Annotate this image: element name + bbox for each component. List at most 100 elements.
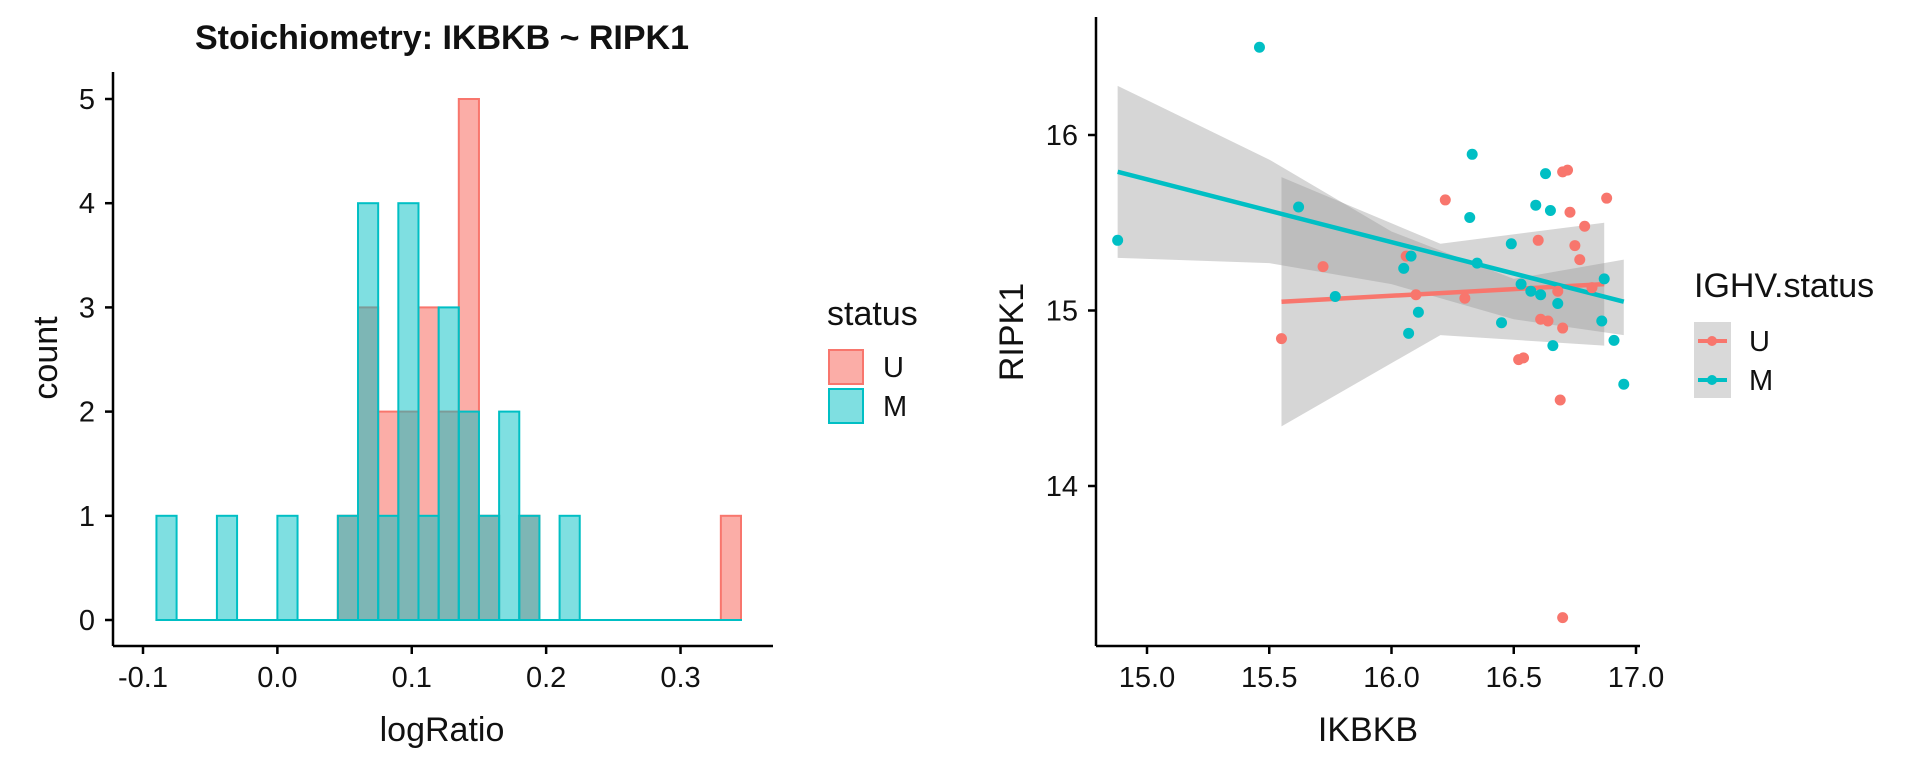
point-M-11 — [1496, 317, 1508, 329]
point-M-18 — [1544, 204, 1556, 216]
x-tick-label: 15.5 — [1241, 662, 1297, 694]
x-tick-label: 0.2 — [526, 662, 566, 694]
point-M-9 — [1466, 148, 1478, 160]
point-M-8 — [1464, 211, 1476, 223]
scatter-x-axis-title: IKBKB — [1318, 711, 1418, 749]
y-tick-label: 15 — [1046, 296, 1078, 328]
x-tick-label: 0.3 — [660, 662, 700, 694]
histogram-bars — [155, 98, 743, 622]
legend-label-M: M — [1749, 365, 1773, 397]
point-U-16 — [1564, 206, 1576, 218]
point-M-6 — [1405, 250, 1417, 262]
histogram-legend: status U M — [827, 295, 918, 424]
point-U-0 — [1275, 333, 1287, 345]
point-M-19 — [1547, 340, 1559, 352]
point-M-12 — [1505, 238, 1517, 250]
point-U-11 — [1552, 285, 1564, 297]
point-U-15 — [1562, 164, 1574, 176]
confidence-band-U — [1281, 177, 1605, 427]
point-U-22 — [1557, 612, 1569, 624]
bar-M-18 — [518, 514, 541, 621]
bar-M-12 — [397, 202, 420, 621]
point-U-12 — [1554, 394, 1566, 406]
histogram-x-axis-title: logRatio — [380, 711, 505, 749]
histogram-legend-title: status — [827, 295, 918, 333]
histogram-title: Stoichiometry: IKBKB ~ RIPK1 — [195, 19, 689, 57]
y-tick-label: 16 — [1046, 120, 1078, 152]
point-U-5 — [1459, 292, 1471, 304]
y-tick-label: 3 — [79, 292, 95, 324]
bar-M-13 — [417, 514, 440, 621]
bar-M-10 — [357, 202, 380, 621]
point-M-16 — [1535, 289, 1547, 301]
bar-M-16 — [477, 514, 501, 621]
y-tick-label: 2 — [79, 397, 95, 429]
y-tick-label: 0 — [79, 605, 95, 637]
scatter-y-ticks: 14 15 16 — [1046, 120, 1096, 503]
point-M-4 — [1398, 262, 1410, 274]
scatter-legend-title: IGHV.status — [1694, 267, 1874, 305]
bar-M-17 — [498, 410, 521, 621]
point-M-7 — [1412, 306, 1424, 318]
x-tick-label: 15.0 — [1119, 662, 1175, 694]
point-M-5 — [1403, 327, 1415, 339]
bar-M-11 — [377, 514, 400, 621]
legend-label-U: U — [1749, 326, 1770, 358]
bar-M-20 — [558, 514, 581, 621]
legend-key-U-point — [1707, 336, 1717, 346]
points-M — [1112, 41, 1630, 390]
point-M-15 — [1530, 199, 1542, 211]
point-U-7 — [1518, 352, 1530, 364]
point-M-14 — [1525, 285, 1537, 297]
point-M-22 — [1598, 273, 1610, 285]
histogram-x-ticks: -0.1 0.0 0.1 0.2 0.3 — [118, 646, 701, 694]
legend-key-U — [828, 349, 864, 385]
point-U-3 — [1410, 289, 1422, 301]
x-tick-label: -0.1 — [118, 662, 168, 694]
legend-label-M: M — [883, 391, 907, 423]
bar-M-3 — [215, 514, 239, 621]
scatter-legend: IGHV.status U M — [1694, 267, 1874, 398]
point-U-21 — [1601, 192, 1613, 204]
point-U-20 — [1586, 282, 1598, 294]
scatter-points — [1112, 41, 1630, 624]
bar-M-9 — [336, 514, 360, 621]
y-tick-label: 4 — [79, 188, 95, 220]
x-tick-label: 0.0 — [257, 662, 297, 694]
bar-M-14 — [437, 306, 460, 621]
bar-M-15 — [457, 410, 480, 621]
legend-key-M-point — [1707, 375, 1717, 385]
point-M-13 — [1515, 278, 1527, 290]
legend-label-U: U — [883, 352, 904, 384]
bar-M-6 — [276, 514, 299, 621]
confidence-band-M — [1117, 85, 1624, 336]
histogram-y-axis-title: count — [27, 316, 65, 400]
histogram-y-ticks: 0 1 2 3 4 5 — [79, 84, 113, 637]
point-M-21 — [1596, 315, 1608, 327]
confidence-bands — [1117, 85, 1624, 427]
y-tick-label: 1 — [79, 501, 95, 533]
x-tick-label: 16.0 — [1363, 662, 1419, 694]
point-U-13 — [1557, 322, 1569, 334]
point-M-2 — [1293, 201, 1305, 213]
scatter-x-ticks: 15.0 15.5 16.0 16.5 17.0 — [1119, 646, 1664, 694]
point-U-10 — [1542, 315, 1554, 327]
regression-line-M — [1117, 169, 1625, 304]
y-tick-label: 14 — [1046, 471, 1078, 503]
scatter-y-axis-title: RIPK1 — [993, 283, 1031, 381]
legend-key-M — [828, 388, 864, 424]
point-M-3 — [1329, 290, 1341, 302]
series-M — [155, 202, 743, 622]
histogram-panel: Stoichiometry: IKBKB ~ RIPK1 -0.1 0.0 0.1 0… — [27, 19, 918, 749]
x-tick-label: 17.0 — [1608, 662, 1664, 694]
x-tick-label: 16.5 — [1486, 662, 1542, 694]
point-M-17 — [1540, 168, 1552, 180]
legend-key-background — [1694, 322, 1731, 398]
point-M-10 — [1471, 257, 1483, 269]
point-M-20 — [1552, 297, 1564, 309]
point-M-24 — [1618, 378, 1630, 390]
point-U-8 — [1532, 234, 1544, 246]
point-U-4 — [1439, 194, 1451, 206]
